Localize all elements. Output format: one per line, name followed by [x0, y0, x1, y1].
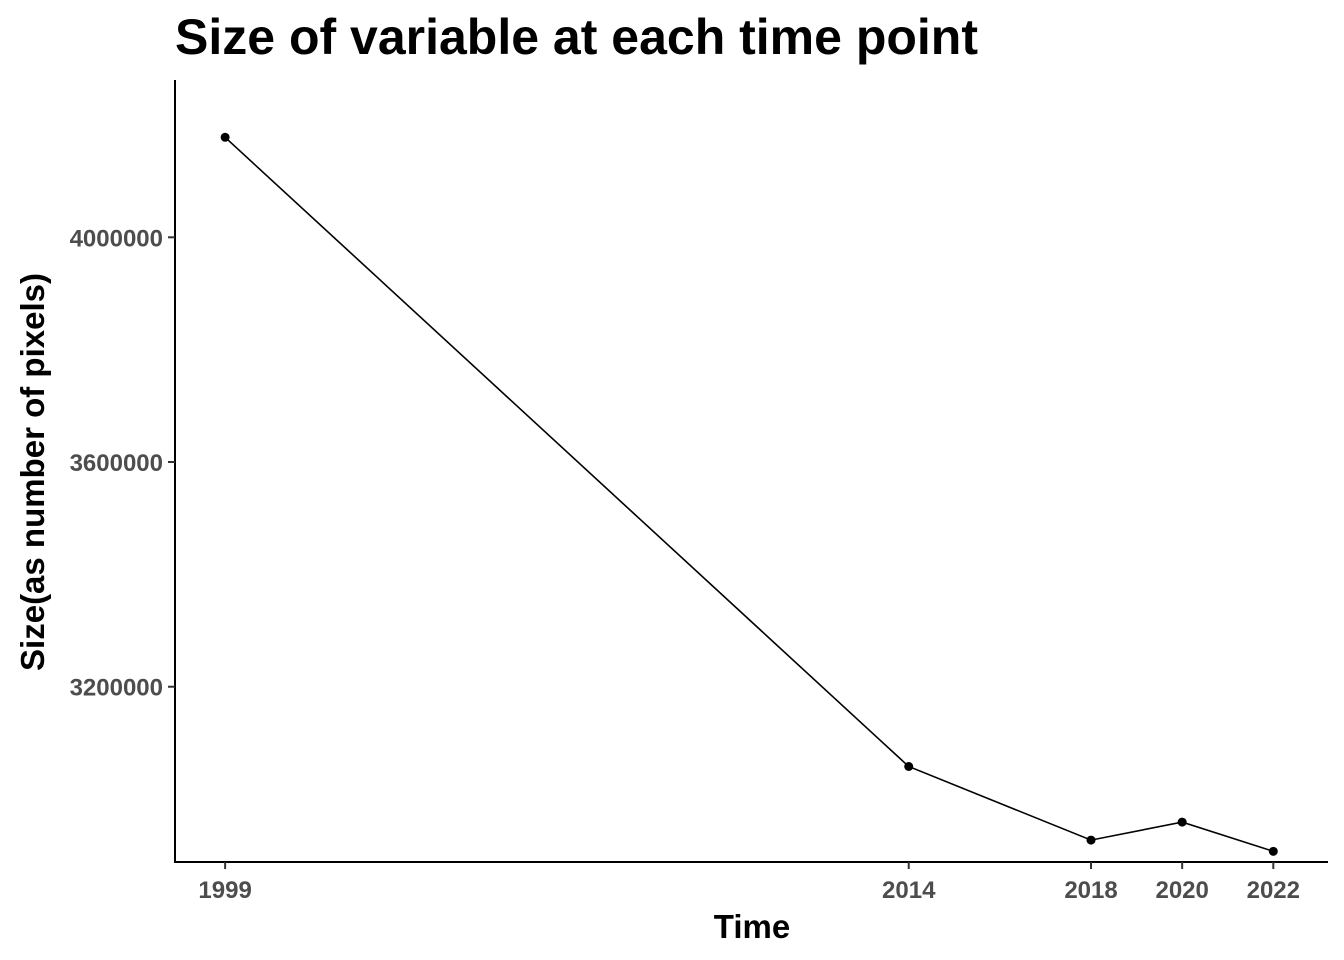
- data-point: [1177, 817, 1187, 827]
- x-tick-label: 1999: [198, 877, 251, 904]
- chart-title: Size of variable at each time point: [175, 9, 978, 65]
- y-axis: 3200000 3600000 4000000: [70, 80, 176, 863]
- x-tick-label: 2020: [1155, 877, 1208, 904]
- x-axis: 1999 2014 2018 2020 2022: [174, 861, 1328, 904]
- data-point: [1086, 835, 1096, 845]
- y-tick-label: 4000000: [70, 225, 163, 252]
- series-line: [224, 136, 1274, 853]
- x-tick-label: 2018: [1064, 877, 1117, 904]
- x-tick-label: 2014: [882, 877, 936, 904]
- y-tick-label: 3200000: [70, 675, 163, 702]
- x-tick-label: 2022: [1247, 877, 1300, 904]
- y-tick-label: 3600000: [70, 450, 163, 477]
- data-point: [1268, 846, 1278, 856]
- x-axis-title: Time: [714, 908, 790, 945]
- data-point: [220, 132, 230, 142]
- y-axis-title: Size(as number of pixels): [14, 273, 51, 671]
- data-point: [904, 761, 914, 771]
- series-group: [220, 132, 1278, 856]
